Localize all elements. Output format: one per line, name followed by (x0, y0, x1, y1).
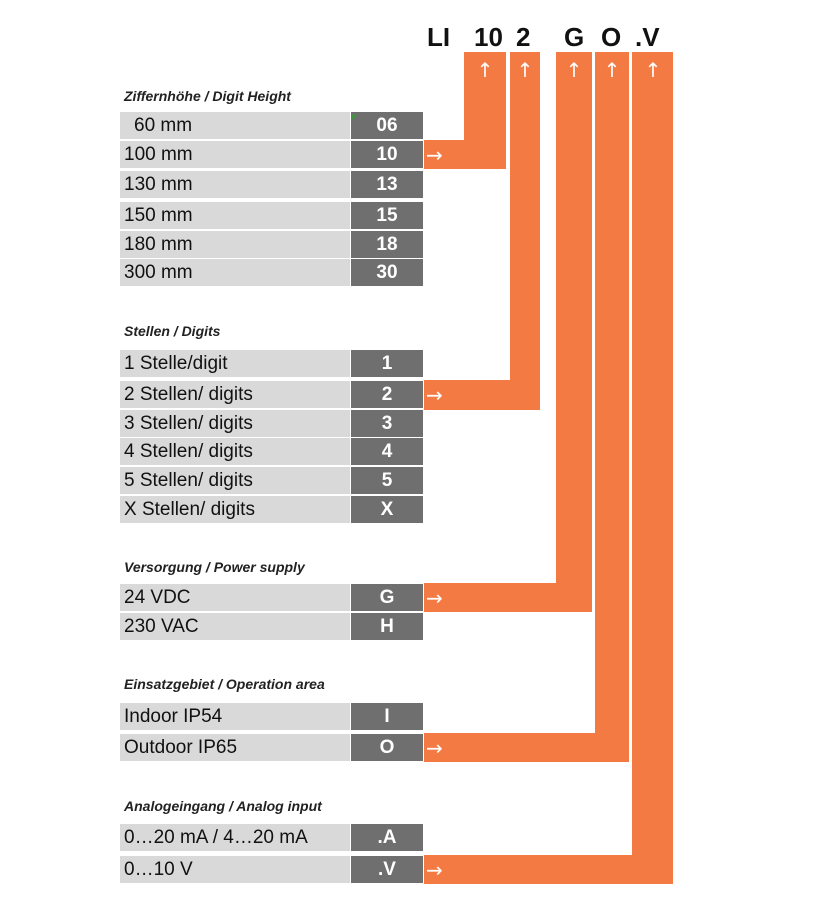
arrow-right-icon: → (426, 586, 443, 610)
option-code: 18 (351, 231, 423, 258)
option-code: O (351, 734, 423, 761)
option-label: 0…20 mA / 4…20 mA (120, 824, 350, 851)
option-label: 24 VDC (120, 584, 350, 611)
option-label: 180 mm (120, 231, 350, 258)
arrow-up-icon: ↑ (644, 58, 662, 82)
arrow-up-icon: ↑ (516, 58, 534, 82)
option-code: 2 (351, 381, 423, 408)
option-code: I (351, 703, 423, 730)
connector-digit-height-vertical (464, 52, 506, 140)
code-part-analog: .V (635, 22, 660, 52)
option-code: H (351, 613, 423, 640)
corner-mark (351, 115, 357, 121)
code-part-area: O (601, 22, 622, 52)
arrow-up-icon: ↑ (603, 58, 621, 82)
connector-analog-horizontal (424, 855, 673, 884)
code-part-digit-height: 10 (474, 22, 503, 52)
section-title-analog-input: Analogeingang / Analog input (124, 798, 322, 814)
option-code: 5 (351, 467, 423, 494)
section-title-digits: Stellen / Digits (124, 323, 221, 339)
section-title-digit-height: Ziffernhöhe / Digit Height (124, 88, 291, 104)
option-code: 13 (351, 171, 423, 198)
section-title-operation-area: Einsatzgebiet / Operation area (124, 676, 325, 692)
option-label: 4 Stellen/ digits (120, 438, 350, 465)
arrow-right-icon: → (426, 858, 443, 882)
option-label: 300 mm (120, 259, 350, 286)
section-title-power-supply: Versorgung / Power supply (124, 559, 305, 575)
option-label: 5 Stellen/ digits (120, 467, 350, 494)
option-label: 2 Stellen/ digits (120, 381, 350, 408)
connector-digit-height-horizontal (424, 140, 506, 169)
option-code: 06 (351, 112, 423, 139)
option-label: 60 mm (120, 112, 350, 139)
arrow-up-icon: ↑ (476, 58, 494, 82)
option-label: X Stellen/ digits (120, 496, 350, 523)
connector-area-vertical (595, 52, 629, 762)
option-code: 4 (351, 438, 423, 465)
code-part-digits: 2 (516, 22, 531, 52)
option-code: X (351, 496, 423, 523)
option-label: 130 mm (120, 171, 350, 198)
option-label: 230 VAC (120, 613, 350, 640)
arrow-up-icon: ↑ (565, 58, 583, 82)
option-code: G (351, 584, 423, 611)
connector-digits-vertical (510, 52, 540, 410)
option-code: .A (351, 824, 423, 851)
option-code: .V (351, 856, 423, 883)
option-label: 3 Stellen/ digits (120, 410, 350, 437)
option-label: 0…10 V (120, 856, 350, 883)
option-code: 15 (351, 202, 423, 229)
connector-power-vertical (556, 52, 592, 612)
option-code: 3 (351, 410, 423, 437)
option-label: 150 mm (120, 202, 350, 229)
arrow-right-icon: → (426, 143, 443, 167)
option-code: 1 (351, 350, 423, 377)
connector-analog-vertical (632, 52, 673, 884)
option-code: 10 (351, 141, 423, 168)
arrow-right-icon: → (426, 736, 443, 760)
code-part-power: G (564, 22, 585, 52)
option-label: Outdoor IP65 (120, 734, 350, 761)
code-part-model: LI (427, 22, 451, 52)
option-label: 100 mm (120, 141, 350, 168)
connector-power-horizontal (424, 583, 592, 612)
connector-area-horizontal (424, 733, 629, 762)
arrow-right-icon: → (426, 383, 443, 407)
option-label: 1 Stelle/digit (120, 350, 350, 377)
connector-digits-horizontal (424, 380, 540, 410)
option-label: Indoor IP54 (120, 703, 350, 730)
option-code: 30 (351, 259, 423, 286)
